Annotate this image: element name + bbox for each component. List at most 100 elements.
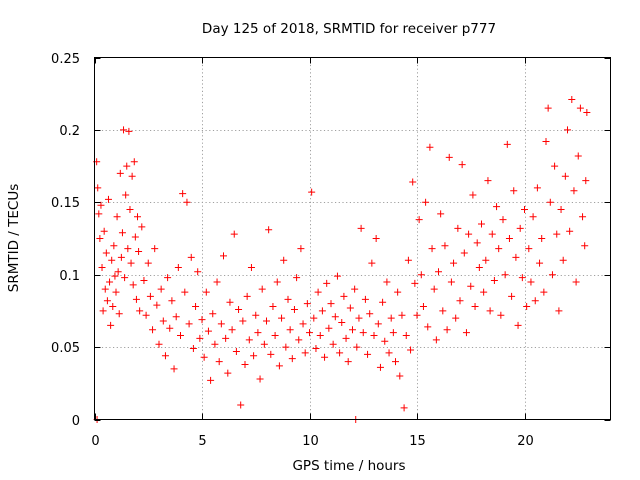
data-point <box>374 320 382 328</box>
data-point <box>331 313 339 321</box>
data-point <box>95 210 103 218</box>
data-point <box>164 274 172 282</box>
data-point <box>220 252 227 260</box>
data-point <box>329 340 337 348</box>
data-point <box>275 362 283 370</box>
data-point <box>129 281 137 289</box>
data-point <box>445 153 453 161</box>
data-point <box>430 285 438 293</box>
data-point <box>469 191 477 199</box>
data-point <box>349 326 356 334</box>
data-point <box>357 224 365 232</box>
data-point <box>551 162 559 170</box>
data-point <box>523 303 531 311</box>
data-point <box>267 350 275 358</box>
data-point <box>372 235 380 242</box>
data-point <box>546 198 554 206</box>
data-point <box>134 213 141 221</box>
data-point <box>121 274 129 282</box>
data-point <box>131 233 139 241</box>
data-point <box>536 259 544 267</box>
data-point <box>419 303 427 311</box>
data-point <box>252 311 260 319</box>
data-point <box>404 256 412 264</box>
data-point <box>222 334 230 342</box>
data-point <box>538 235 546 242</box>
x-tick-label: 20 <box>517 434 534 449</box>
data-point <box>159 317 167 325</box>
data-point <box>426 143 434 151</box>
data-point <box>104 195 112 203</box>
data-point <box>209 310 217 318</box>
data-point <box>527 278 535 286</box>
data-point <box>247 263 255 271</box>
data-point <box>383 278 391 286</box>
data-point <box>402 332 410 340</box>
data-point <box>508 292 516 300</box>
data-point <box>570 187 578 195</box>
data-point <box>478 220 485 228</box>
data-point <box>113 213 121 221</box>
data-point <box>290 305 298 313</box>
tick-labels: 0 0.05 0.1 0.15 0.2 0.25 0 5 10 15 20 <box>51 52 534 449</box>
data-point <box>226 298 234 306</box>
data-point <box>114 268 122 276</box>
data-point <box>136 307 144 315</box>
data-point <box>194 268 202 276</box>
data-point <box>456 297 464 305</box>
data-point <box>465 230 473 238</box>
data-point <box>111 272 119 280</box>
data-point <box>135 248 143 256</box>
data-point <box>177 332 184 340</box>
data-point <box>462 329 470 337</box>
data-point <box>533 184 541 192</box>
data-point <box>245 336 253 344</box>
data-point <box>394 288 402 296</box>
data-point <box>355 314 363 322</box>
data-point <box>411 279 419 287</box>
y-tick-label: 0.05 <box>51 341 80 356</box>
data-point <box>301 349 309 357</box>
data-point <box>288 355 296 363</box>
data-point <box>559 256 567 264</box>
data-point <box>359 329 367 337</box>
data-point <box>198 316 206 324</box>
data-point <box>140 276 148 284</box>
data-point <box>308 188 316 196</box>
data-point <box>458 161 466 169</box>
data-point <box>142 311 150 319</box>
data-point <box>467 282 475 290</box>
data-point <box>503 140 511 148</box>
data-point <box>454 224 462 232</box>
data-point <box>351 285 359 293</box>
data-point <box>120 126 128 134</box>
data-point <box>258 285 266 293</box>
data-point <box>443 326 451 334</box>
data-point <box>409 178 417 186</box>
data-point <box>98 263 106 271</box>
data-point <box>278 314 286 322</box>
data-point <box>321 353 329 361</box>
data-point <box>368 259 376 267</box>
data-point <box>540 288 548 296</box>
data-point <box>237 401 245 409</box>
data-point <box>168 297 176 305</box>
data-point <box>115 310 123 318</box>
data-point <box>499 216 507 224</box>
data-point <box>521 206 528 214</box>
data-point <box>417 271 425 279</box>
chart-title: Day 125 of 2018, SRMTID for receiver p77… <box>202 21 496 37</box>
data-point <box>529 213 537 221</box>
data-point <box>316 332 324 340</box>
data-point <box>103 297 111 305</box>
data-point <box>108 256 116 264</box>
data-point <box>124 245 132 253</box>
data-point <box>342 334 350 342</box>
grid-layer <box>94 57 611 420</box>
data-point <box>568 95 576 103</box>
data-point <box>286 326 294 334</box>
data-point <box>415 216 423 224</box>
x-tick-label: 5 <box>198 434 206 449</box>
data-point <box>269 303 277 311</box>
